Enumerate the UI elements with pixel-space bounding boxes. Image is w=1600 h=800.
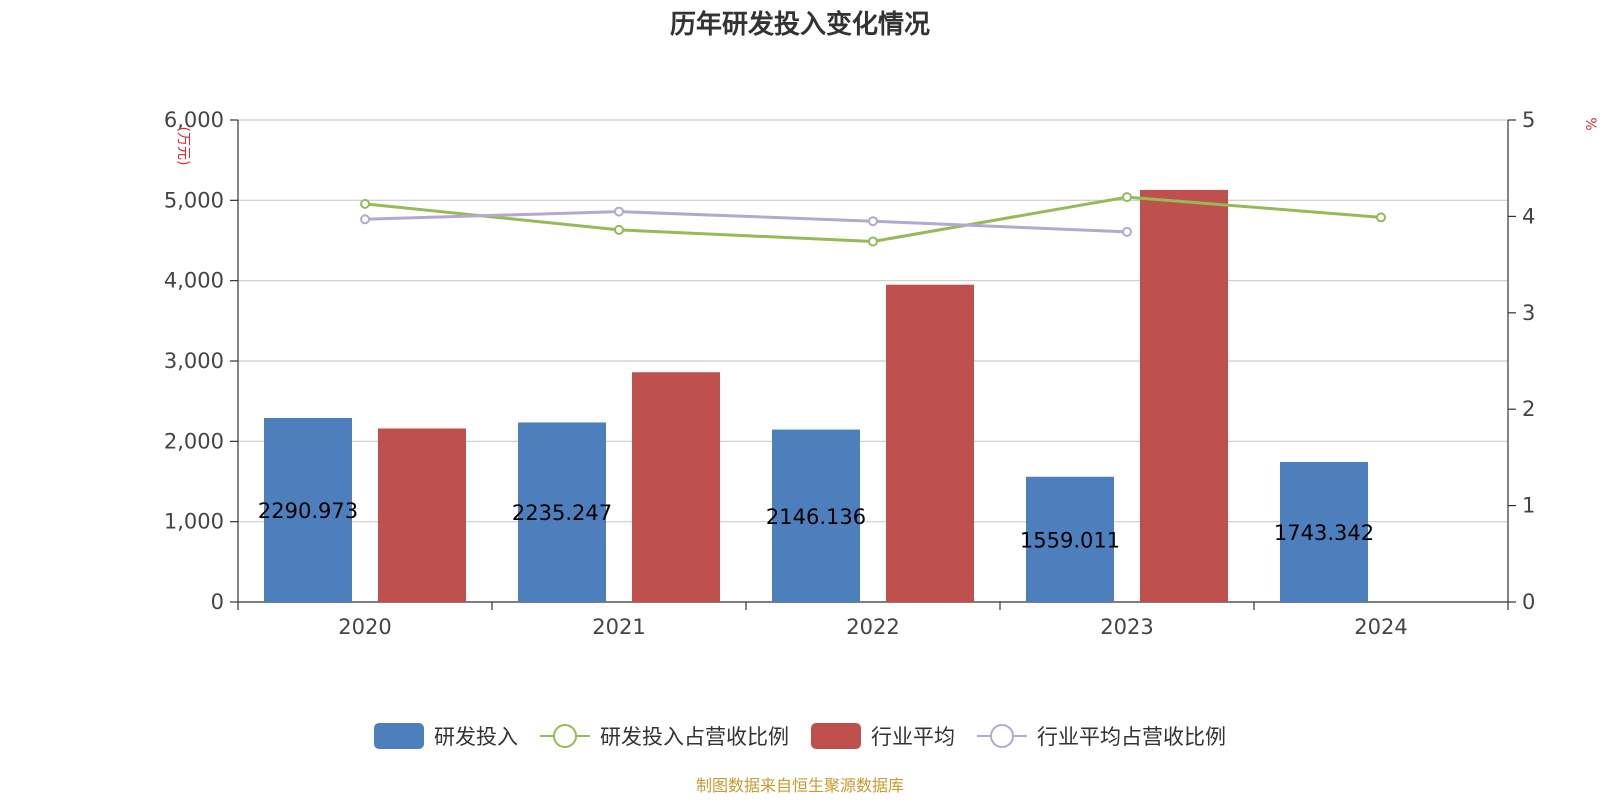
series-point	[868, 216, 878, 227]
right-tick-label: 0	[1522, 590, 1535, 614]
legend-swatch-marker	[553, 724, 577, 748]
series-point	[868, 236, 878, 247]
data-label: 2290.973	[258, 499, 358, 523]
legend-label: 行业平均占营收比例	[1037, 725, 1226, 749]
bar	[1026, 476, 1114, 602]
lines	[360, 192, 1386, 247]
left-axis-unit: (万元)	[175, 127, 191, 166]
bars	[264, 189, 1368, 602]
bar	[1280, 461, 1368, 602]
right-tick-label: 4	[1522, 204, 1535, 228]
data-labels: 2290.973 2235.247 2146.136 1559.011 1743.342	[258, 499, 1374, 552]
left-tick-label: 1,000	[164, 510, 224, 534]
series-point	[1122, 192, 1132, 203]
left-tick-label: 5,000	[164, 188, 224, 212]
x-tick-label: 2022	[846, 615, 899, 639]
right-tick-label: 2	[1522, 397, 1535, 421]
left-tick-label: 4,000	[164, 269, 224, 293]
chart-title: 历年研发投入变化情况	[670, 9, 930, 40]
bar	[772, 429, 860, 602]
right-tick-label: 3	[1522, 301, 1535, 325]
legend-swatch-marker	[990, 724, 1014, 748]
legend-item: 行业平均占营收比例	[977, 724, 1226, 749]
bar	[378, 428, 466, 602]
left-tick-label: 0	[211, 590, 224, 614]
x-axis: 2020 2021 2022 2023 2024	[237, 601, 1509, 639]
data-label: 1743.342	[1274, 521, 1374, 545]
x-tick-label: 2024	[1354, 615, 1407, 639]
series-line	[364, 210, 1128, 234]
right-tick-label: 5	[1522, 108, 1535, 132]
series-point	[360, 198, 370, 209]
series-point	[360, 214, 370, 225]
data-label: 2146.136	[766, 505, 866, 529]
left-tick-label: 2,000	[164, 429, 224, 453]
right-axis: 0 1 2 3 4 5	[1507, 108, 1535, 614]
bar	[632, 372, 720, 602]
legend-swatch	[811, 723, 861, 749]
series-point	[1122, 226, 1132, 237]
left-tick-label: 6,000	[164, 108, 224, 132]
data-label: 1559.011	[1020, 528, 1120, 552]
series-point	[1376, 212, 1386, 223]
source-note: 制图数据来自恒生聚源数据库	[696, 776, 904, 795]
series-point	[614, 206, 624, 217]
bar	[886, 284, 974, 602]
left-tick-label: 3,000	[164, 349, 224, 373]
series-point	[614, 224, 624, 235]
x-tick-label: 2021	[592, 615, 645, 639]
x-tick-label: 2020	[338, 615, 391, 639]
legend: 研发投入 研发投入占营收比例 行业平均 行业平均占营收比例	[374, 723, 1226, 749]
x-tick-label: 2023	[1100, 615, 1153, 639]
legend-item: 研发投入占营收比例	[540, 724, 789, 749]
right-axis-unit: %	[1582, 117, 1598, 130]
bar	[518, 422, 606, 602]
legend-item: 行业平均	[811, 723, 955, 749]
legend-swatch	[374, 723, 424, 749]
data-label: 2235.247	[512, 501, 612, 525]
bar	[1140, 189, 1228, 602]
right-tick-label: 1	[1522, 494, 1535, 518]
legend-item: 研发投入	[374, 723, 518, 749]
left-axis: 0 1,000 2,000 3,000 4,000 5,000 6,000	[164, 108, 239, 614]
legend-label: 研发投入占营收比例	[600, 725, 789, 749]
legend-label: 研发投入	[434, 725, 518, 749]
legend-label: 行业平均	[871, 725, 955, 749]
bar	[264, 417, 352, 602]
